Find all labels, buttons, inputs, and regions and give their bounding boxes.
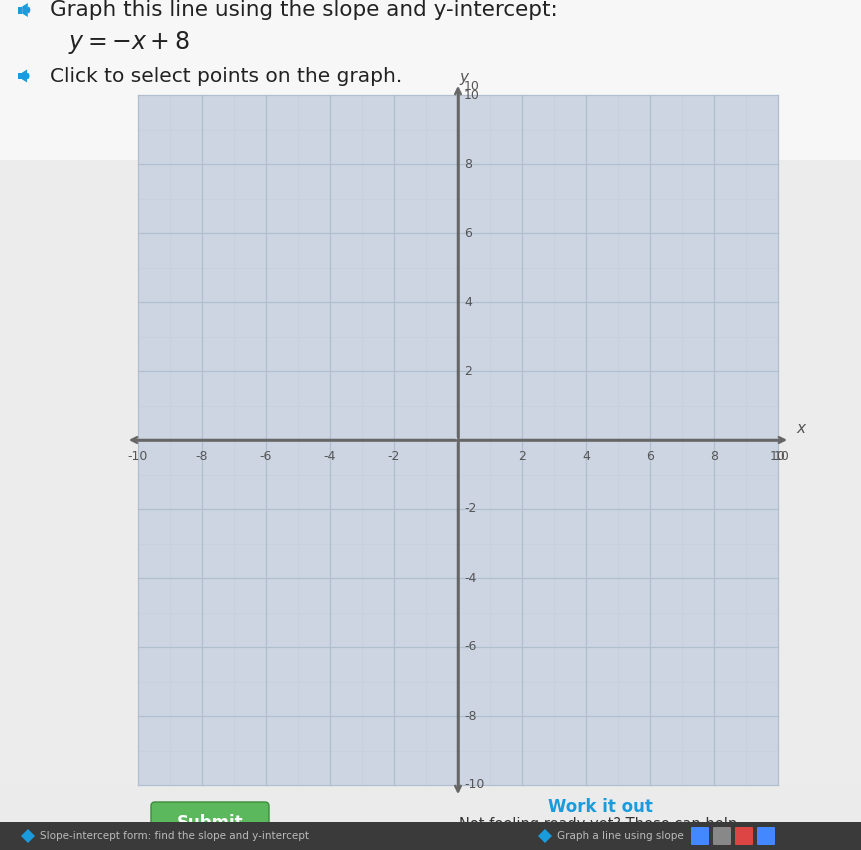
Text: -8: -8 <box>195 450 208 463</box>
Text: 10: 10 <box>774 450 790 463</box>
Text: 4: 4 <box>464 296 472 309</box>
FancyBboxPatch shape <box>757 827 775 845</box>
Text: 4: 4 <box>582 450 590 463</box>
Text: -6: -6 <box>260 450 272 463</box>
Text: 10: 10 <box>464 80 480 93</box>
Text: 8: 8 <box>464 157 472 171</box>
Polygon shape <box>538 829 552 843</box>
Text: 6: 6 <box>646 450 654 463</box>
Bar <box>0 822 861 850</box>
Text: 6: 6 <box>464 226 472 240</box>
Text: -10: -10 <box>464 779 485 791</box>
Text: -8: -8 <box>464 710 476 722</box>
Text: -4: -4 <box>464 571 476 585</box>
FancyBboxPatch shape <box>151 802 269 844</box>
Text: y: y <box>460 70 468 84</box>
Text: Work it out: Work it out <box>548 798 653 816</box>
Text: -4: -4 <box>324 450 336 463</box>
Text: 10: 10 <box>464 88 480 101</box>
Text: -2: -2 <box>387 450 400 463</box>
FancyBboxPatch shape <box>691 827 709 845</box>
Text: Click to select points on the graph.: Click to select points on the graph. <box>50 66 402 86</box>
Bar <box>0 0 861 160</box>
Text: Graph a line using slope: Graph a line using slope <box>557 831 684 841</box>
Polygon shape <box>21 829 35 843</box>
Text: -10: -10 <box>127 450 148 463</box>
Text: Submit: Submit <box>177 814 244 832</box>
Text: -6: -6 <box>464 641 476 654</box>
Text: Slope-intercept form: find the slope and y-intercept: Slope-intercept form: find the slope and… <box>40 831 309 841</box>
Polygon shape <box>22 70 27 82</box>
Text: 10: 10 <box>770 450 786 463</box>
FancyBboxPatch shape <box>18 73 22 79</box>
Polygon shape <box>22 3 28 17</box>
Text: -2: -2 <box>464 502 476 515</box>
FancyBboxPatch shape <box>735 827 753 845</box>
Text: Not feeling ready yet? These can help.: Not feeling ready yet? These can help. <box>459 818 741 832</box>
Text: $y = {-}x + 8$: $y = {-}x + 8$ <box>68 29 190 55</box>
Text: 2: 2 <box>464 365 472 377</box>
FancyBboxPatch shape <box>713 827 731 845</box>
Bar <box>138 95 778 785</box>
Text: 8: 8 <box>710 450 718 463</box>
Text: 2: 2 <box>518 450 526 463</box>
Bar <box>0 785 861 850</box>
Text: Graph this line using the slope and y-intercept:: Graph this line using the slope and y-in… <box>50 0 558 20</box>
FancyBboxPatch shape <box>18 7 22 14</box>
Text: x: x <box>796 421 805 435</box>
